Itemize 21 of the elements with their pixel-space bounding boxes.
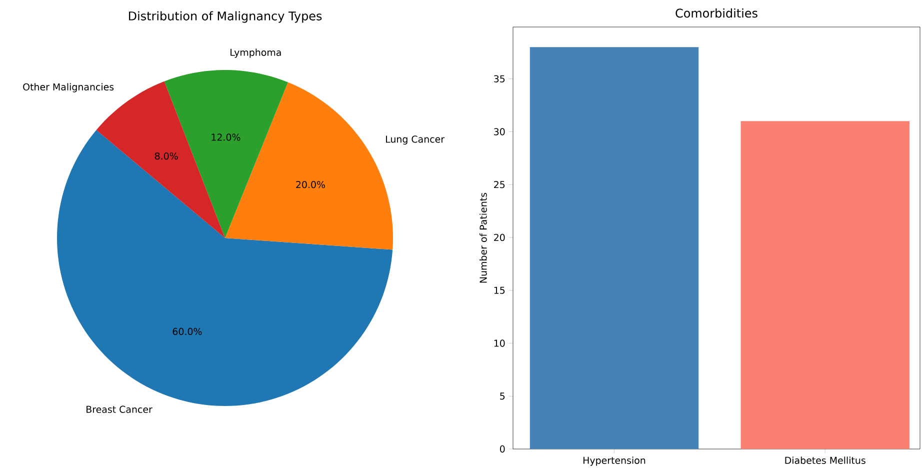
data-label: 20.0% — [296, 180, 325, 188]
y-tick-label: 20 — [494, 234, 505, 242]
slice-label: Other Malignancies — [23, 83, 114, 92]
y-tick-label: 0 — [500, 445, 505, 453]
chart-title: Distribution of Malignancy Types — [128, 11, 322, 23]
y-tick-label: 25 — [494, 181, 505, 188]
y-tick-label: 35 — [494, 75, 505, 82]
slice-label: Breast Cancer — [86, 406, 152, 413]
data-label: 12.0% — [212, 134, 240, 141]
y-tick-label: 15 — [494, 286, 505, 294]
y-tick-label: 10 — [494, 340, 505, 347]
chart-title: Comorbidities — [676, 8, 758, 18]
data-label: 8.0% — [154, 152, 178, 160]
data-label: 60.0% — [172, 328, 202, 336]
y-axis-title: Number of Patients — [480, 192, 487, 283]
slice-label: Lymphoma — [230, 48, 281, 58]
x-tick-label: Hypertension — [583, 456, 646, 466]
slice-label: Lung Cancer — [386, 136, 445, 145]
y-tick-label: 30 — [494, 128, 505, 136]
x-tick-label: Diabetes Mellitus — [785, 456, 866, 464]
y-tick-label: 5 — [500, 392, 505, 400]
